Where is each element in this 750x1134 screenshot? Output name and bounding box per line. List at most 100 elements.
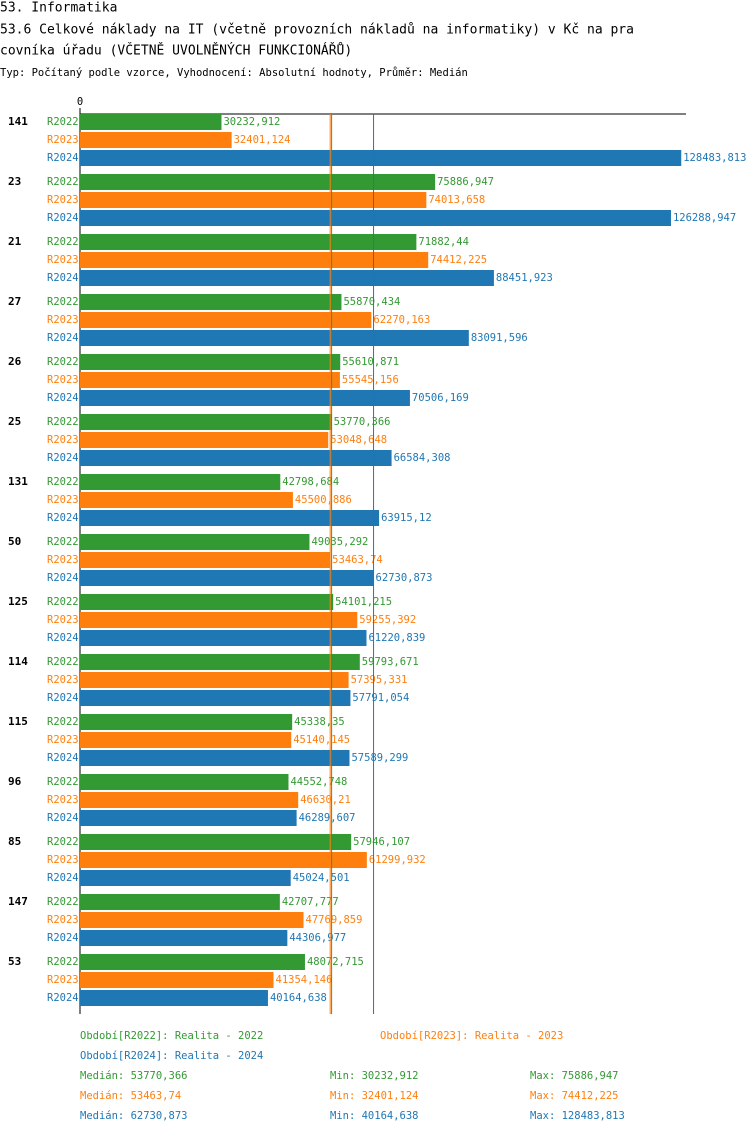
series-label: R2024 (47, 512, 79, 524)
bar (80, 552, 331, 568)
category-label: 27 (8, 295, 21, 308)
value-label: 55610,871 (342, 356, 399, 368)
bar (80, 432, 329, 448)
series-label: R2022 (47, 476, 79, 488)
bar (80, 612, 358, 628)
value-label: 57395,331 (351, 674, 408, 686)
series-label: R2022 (47, 596, 79, 608)
value-label: 61220,839 (368, 632, 425, 644)
chart-title: 53.6 Celkové náklady na IT (včetně provo… (0, 23, 634, 38)
bar (80, 192, 427, 208)
bar (80, 252, 429, 268)
bar (80, 750, 350, 766)
series-label: R2023 (47, 134, 79, 146)
series-label: R2024 (47, 212, 79, 224)
stat-median: Medián: 53770,366 (80, 1070, 187, 1082)
stat-max: Max: 74412,225 (530, 1090, 619, 1102)
value-label: 57791,054 (352, 692, 409, 704)
series-label: R2022 (47, 536, 79, 548)
bar (80, 132, 232, 148)
series-label: R2022 (47, 116, 79, 128)
bar (80, 834, 352, 850)
series-label: R2023 (47, 194, 79, 206)
bar (80, 492, 293, 508)
series-label: R2022 (47, 176, 79, 188)
category-label: 115 (8, 715, 28, 728)
series-label: R2023 (47, 614, 79, 626)
series-label: R2023 (47, 374, 79, 386)
bar (80, 174, 436, 190)
stat-median: Medián: 62730,873 (80, 1110, 187, 1122)
bar (80, 774, 289, 790)
bar (80, 714, 293, 730)
value-label: 74412,225 (430, 254, 487, 266)
bar (80, 630, 367, 646)
bar (80, 312, 372, 328)
series-label: R2024 (47, 812, 79, 824)
series-label: R2022 (47, 836, 79, 848)
series-label: R2023 (47, 974, 79, 986)
heading: 53. Informatika (0, 1, 117, 16)
stat-median: Medián: 53463,74 (80, 1090, 181, 1102)
bar (80, 654, 360, 670)
bar (80, 474, 281, 490)
series-label: R2024 (47, 152, 79, 164)
value-label: 49035,292 (311, 536, 368, 548)
value-label: 41354,146 (276, 974, 333, 986)
category-label: 85 (8, 835, 21, 848)
value-label: 128483,813 (683, 152, 746, 164)
value-label: 55545,156 (342, 374, 399, 386)
value-label: 66584,308 (394, 452, 451, 464)
bar (80, 270, 494, 286)
stat-max: Max: 128483,813 (530, 1110, 625, 1122)
value-label: 44306,977 (289, 932, 346, 944)
series-label: R2023 (47, 794, 79, 806)
category-label: 50 (8, 535, 21, 548)
value-label: 48072,715 (307, 956, 364, 968)
bar (80, 792, 299, 808)
value-label: 126288,947 (673, 212, 736, 224)
chart-title: covníka úřadu (VČETNĚ UVOLNĚNÝCH FUNKCIO… (0, 43, 352, 59)
series-label: R2024 (47, 992, 79, 1004)
value-label: 75886,947 (437, 176, 494, 188)
bar (80, 870, 291, 886)
category-label: 53 (8, 955, 21, 968)
bar (80, 930, 288, 946)
bar (80, 990, 268, 1006)
category-label: 147 (8, 895, 28, 908)
value-label: 57946,107 (353, 836, 410, 848)
series-label: R2023 (47, 854, 79, 866)
category-label: 96 (8, 775, 22, 788)
bar (80, 450, 392, 466)
category-label: 23 (8, 175, 21, 188)
value-label: 44552,748 (290, 776, 347, 788)
value-label: 62730,873 (376, 572, 433, 584)
bar (80, 414, 332, 430)
series-label: R2023 (47, 554, 79, 566)
series-label: R2024 (47, 332, 79, 344)
value-label: 53463,74 (332, 554, 383, 566)
bar (80, 150, 682, 166)
series-label: R2023 (47, 314, 79, 326)
bar (80, 972, 274, 988)
value-label: 59255,392 (359, 614, 416, 626)
stat-min: Min: 40164,638 (330, 1110, 419, 1122)
value-label: 53770,366 (334, 416, 391, 428)
bar (80, 390, 410, 406)
bar (80, 114, 222, 130)
category-label: 26 (8, 355, 22, 368)
series-label: R2022 (47, 776, 79, 788)
bar (80, 294, 342, 310)
subtitle: Typ: Počítaný podle vzorce, Vyhodnocení:… (0, 67, 468, 79)
value-label: 70506,169 (412, 392, 469, 404)
value-label: 42707,777 (282, 896, 339, 908)
series-label: R2024 (47, 872, 79, 884)
value-label: 42798,684 (282, 476, 339, 488)
value-label: 62270,163 (373, 314, 430, 326)
series-label: R2024 (47, 572, 79, 584)
series-label: R2022 (47, 716, 79, 728)
x-tick-label: 0 (77, 96, 83, 108)
series-label: R2022 (47, 656, 79, 668)
value-label: 46630,21 (300, 794, 351, 806)
